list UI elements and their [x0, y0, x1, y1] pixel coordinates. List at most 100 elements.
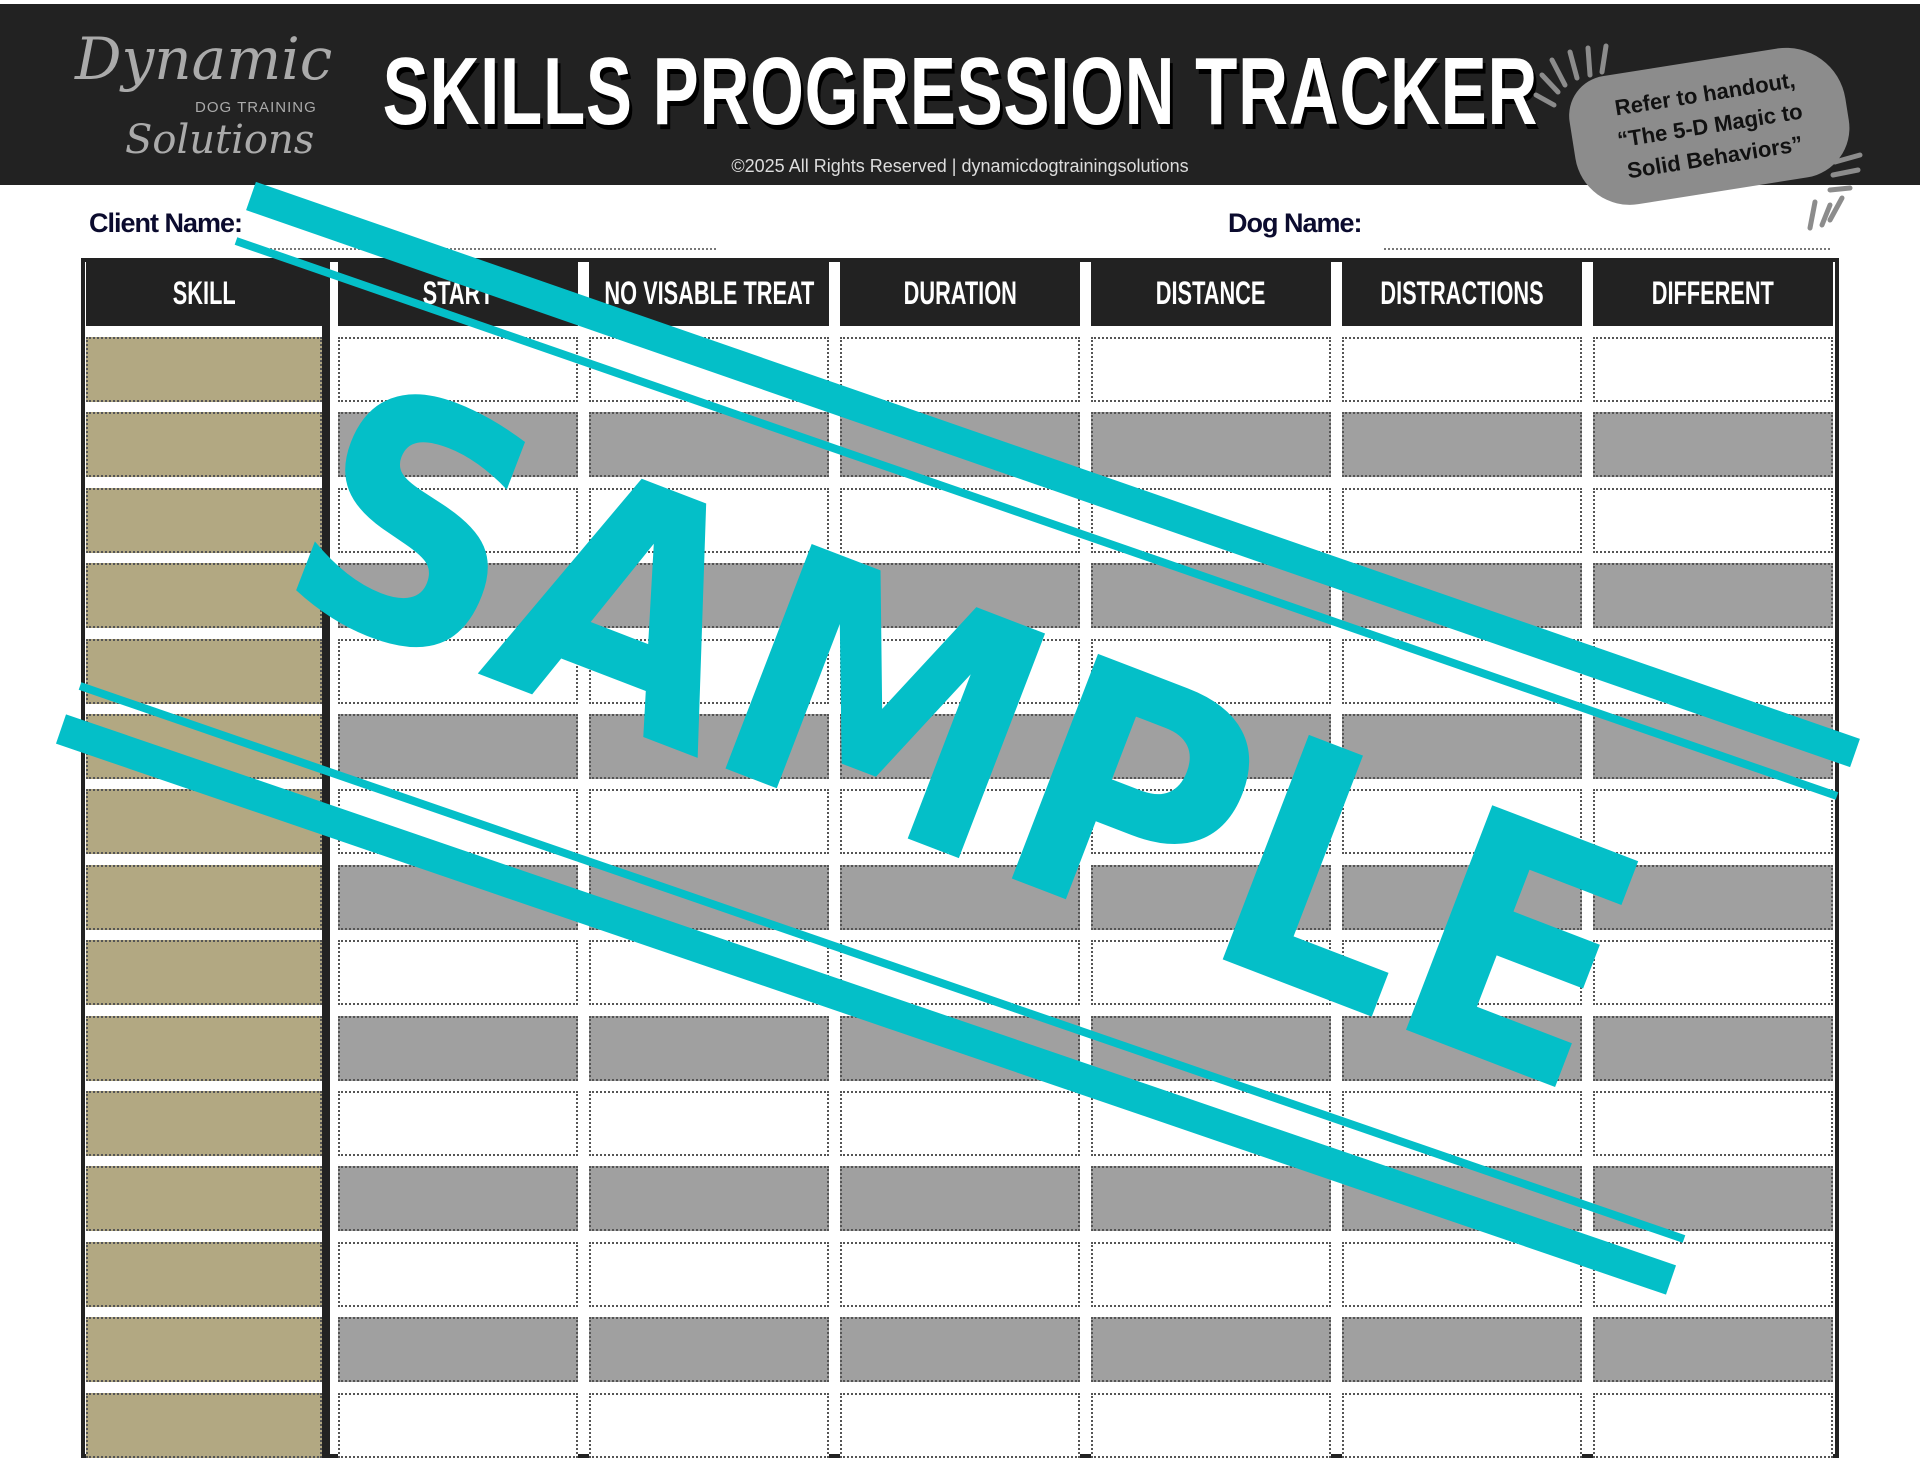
progress-cell[interactable] [1593, 638, 1833, 704]
skill-cell[interactable] [86, 1091, 322, 1156]
progress-cell[interactable] [1593, 1317, 1833, 1383]
progress-cell[interactable] [1091, 487, 1331, 553]
skill-cell[interactable] [86, 789, 322, 855]
progress-cell[interactable] [338, 714, 578, 779]
progress-cell[interactable] [1091, 1241, 1331, 1307]
progress-cell[interactable] [840, 563, 1080, 629]
progress-cell[interactable] [1593, 1015, 1833, 1081]
progress-cell[interactable] [1091, 1392, 1331, 1458]
dog-name-field[interactable] [1384, 248, 1830, 250]
progress-cell[interactable] [1342, 1392, 1582, 1458]
skill-cell[interactable] [86, 1392, 322, 1458]
progress-cell[interactable] [1342, 412, 1582, 478]
progress-cell[interactable] [1091, 1015, 1331, 1081]
skill-cell[interactable] [86, 1241, 322, 1307]
progress-cell[interactable] [1091, 563, 1331, 629]
progress-cell[interactable] [1342, 1166, 1582, 1232]
progress-cell[interactable] [840, 1015, 1080, 1081]
progress-cell[interactable] [1342, 1317, 1582, 1383]
skill-cell[interactable] [86, 1317, 322, 1383]
progress-cell[interactable] [338, 412, 578, 478]
progress-cell[interactable] [840, 1166, 1080, 1232]
progress-cell[interactable] [338, 864, 578, 930]
progress-cell[interactable] [589, 1241, 829, 1307]
progress-cell[interactable] [589, 337, 829, 402]
progress-cell[interactable] [1342, 638, 1582, 704]
progress-cell[interactable] [338, 1392, 578, 1458]
skill-cell[interactable] [86, 714, 322, 779]
progress-cell[interactable] [338, 1091, 578, 1156]
progress-cell[interactable] [589, 487, 829, 553]
progress-cell[interactable] [1342, 714, 1582, 779]
progress-cell[interactable] [840, 1241, 1080, 1307]
skill-cell[interactable] [86, 412, 322, 478]
progress-cell[interactable] [589, 1392, 829, 1458]
progress-cell[interactable] [1342, 563, 1582, 629]
progress-cell[interactable] [1091, 1091, 1331, 1156]
progress-cell[interactable] [840, 337, 1080, 402]
progress-cell[interactable] [840, 638, 1080, 704]
progress-cell[interactable] [1091, 864, 1331, 930]
progress-cell[interactable] [1593, 412, 1833, 478]
progress-cell[interactable] [338, 940, 578, 1006]
progress-cell[interactable] [1593, 1166, 1833, 1232]
progress-cell[interactable] [589, 412, 829, 478]
progress-cell[interactable] [840, 940, 1080, 1006]
skill-cell[interactable] [86, 1166, 322, 1232]
progress-cell[interactable] [1342, 1015, 1582, 1081]
skill-cell[interactable] [86, 337, 322, 402]
progress-cell[interactable] [1593, 1392, 1833, 1458]
progress-cell[interactable] [1091, 412, 1331, 478]
progress-cell[interactable] [1091, 940, 1331, 1006]
progress-cell[interactable] [1342, 789, 1582, 855]
progress-cell[interactable] [1091, 789, 1331, 855]
progress-cell[interactable] [1091, 714, 1331, 779]
skill-cell[interactable] [86, 563, 322, 629]
progress-cell[interactable] [1593, 714, 1833, 779]
progress-cell[interactable] [840, 789, 1080, 855]
progress-cell[interactable] [840, 412, 1080, 478]
skill-cell[interactable] [86, 1015, 322, 1081]
progress-cell[interactable] [338, 1166, 578, 1232]
progress-cell[interactable] [1342, 1241, 1582, 1307]
progress-cell[interactable] [589, 864, 829, 930]
progress-cell[interactable] [1091, 1166, 1331, 1232]
progress-cell[interactable] [1593, 864, 1833, 930]
progress-cell[interactable] [589, 563, 829, 629]
progress-cell[interactable] [1593, 487, 1833, 553]
progress-cell[interactable] [338, 1241, 578, 1307]
skill-cell[interactable] [86, 940, 322, 1006]
progress-cell[interactable] [589, 638, 829, 704]
progress-cell[interactable] [1593, 1091, 1833, 1156]
progress-cell[interactable] [1593, 337, 1833, 402]
progress-cell[interactable] [589, 1015, 829, 1081]
progress-cell[interactable] [1091, 337, 1331, 402]
skill-cell[interactable] [86, 864, 322, 930]
skill-cell[interactable] [86, 487, 322, 553]
progress-cell[interactable] [589, 1166, 829, 1232]
progress-cell[interactable] [840, 864, 1080, 930]
progress-cell[interactable] [840, 1392, 1080, 1458]
progress-cell[interactable] [589, 714, 829, 779]
progress-cell[interactable] [1342, 864, 1582, 930]
progress-cell[interactable] [1593, 789, 1833, 855]
client-name-field[interactable] [263, 248, 716, 250]
progress-cell[interactable] [1593, 940, 1833, 1006]
progress-cell[interactable] [338, 789, 578, 855]
progress-cell[interactable] [1091, 1317, 1331, 1383]
progress-cell[interactable] [1091, 638, 1331, 704]
progress-cell[interactable] [589, 789, 829, 855]
progress-cell[interactable] [1593, 1241, 1833, 1307]
progress-cell[interactable] [589, 1317, 829, 1383]
progress-cell[interactable] [840, 714, 1080, 779]
skill-cell[interactable] [86, 638, 322, 704]
progress-cell[interactable] [840, 487, 1080, 553]
progress-cell[interactable] [840, 1317, 1080, 1383]
progress-cell[interactable] [840, 1091, 1080, 1156]
progress-cell[interactable] [589, 1091, 829, 1156]
progress-cell[interactable] [338, 487, 578, 553]
progress-cell[interactable] [338, 337, 578, 402]
progress-cell[interactable] [1593, 563, 1833, 629]
progress-cell[interactable] [1342, 1091, 1582, 1156]
progress-cell[interactable] [338, 1015, 578, 1081]
